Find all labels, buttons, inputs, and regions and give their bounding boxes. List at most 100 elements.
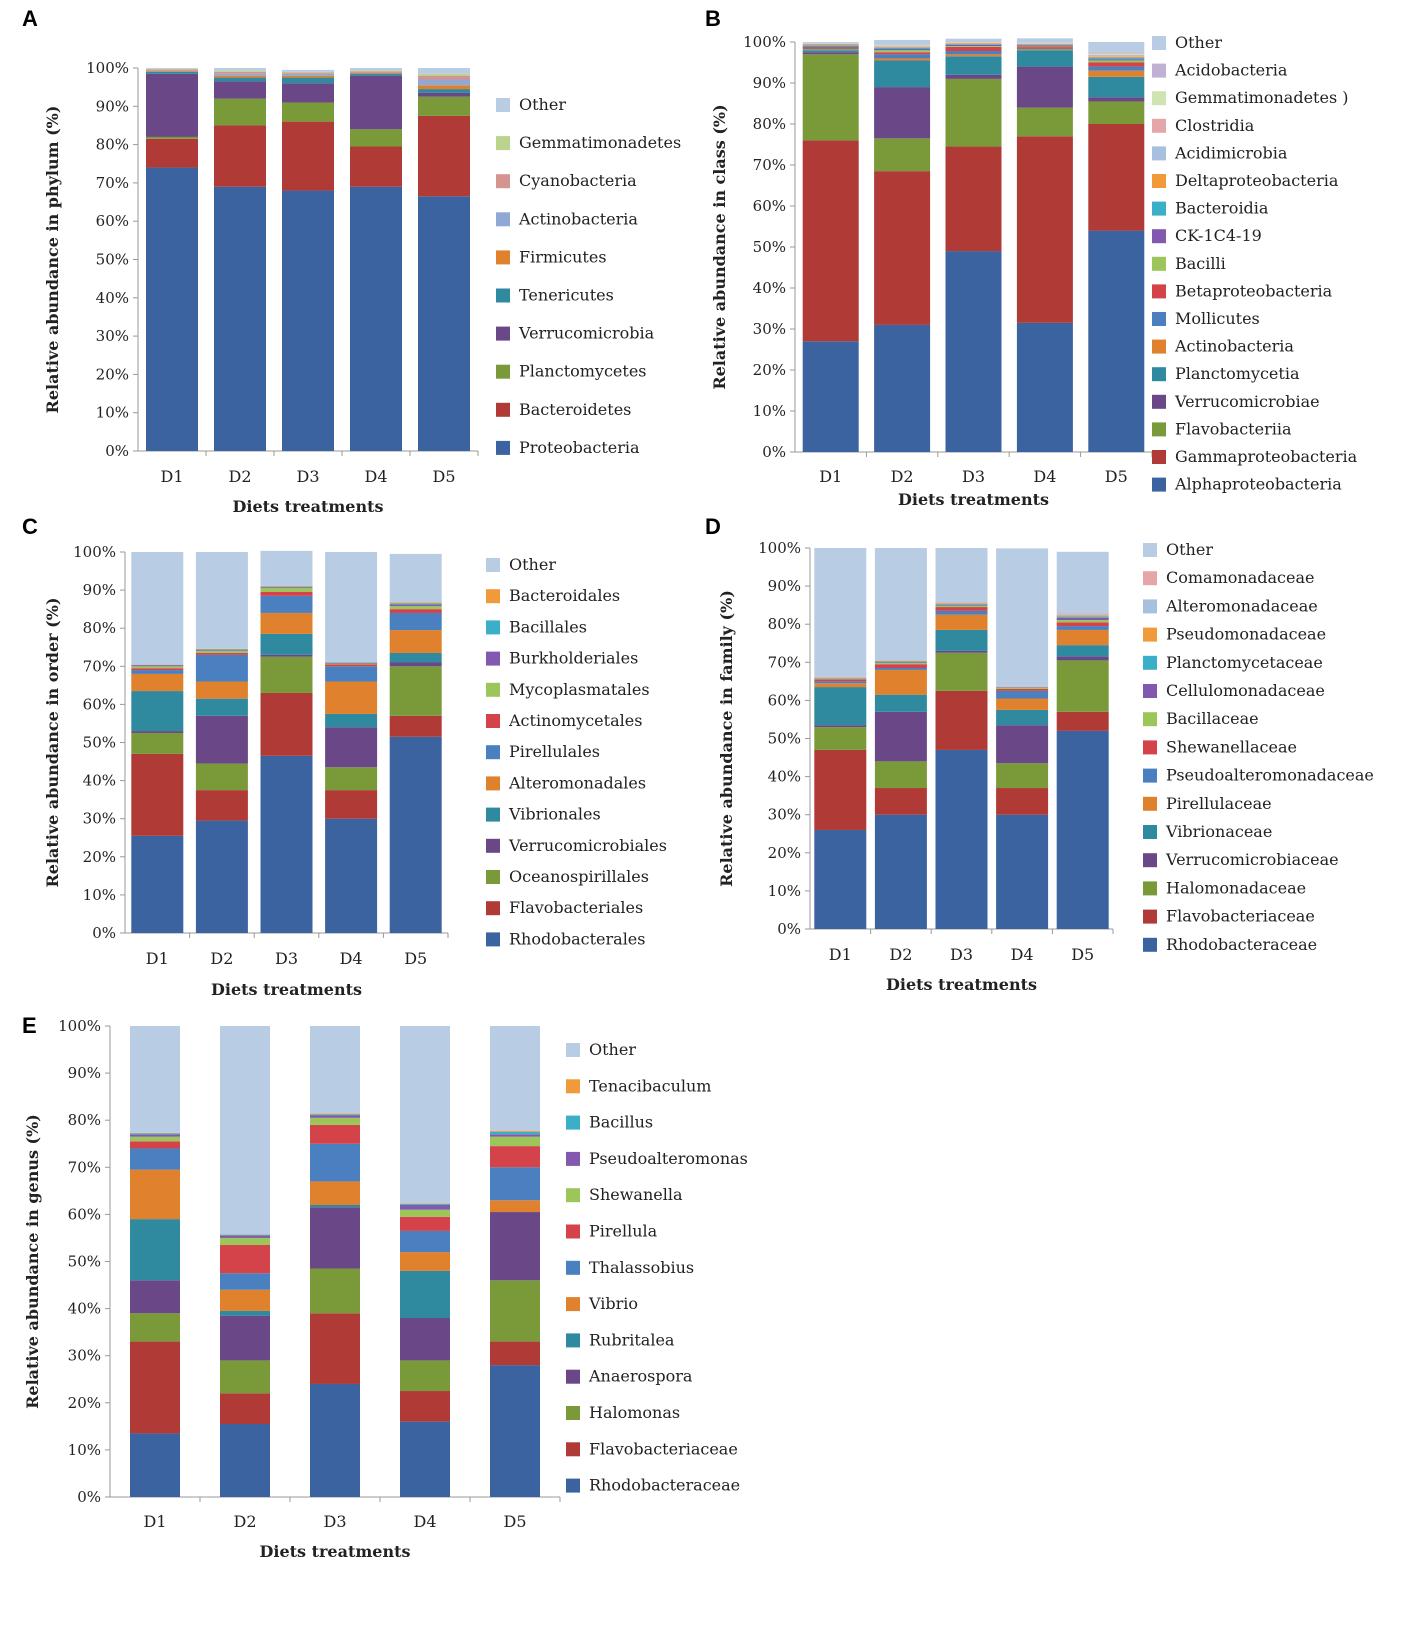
legend-swatch — [1152, 63, 1166, 78]
x-category-label: D5 — [1071, 945, 1094, 964]
bar-segment-halomonadaceae — [874, 761, 927, 789]
legend-swatch — [566, 1369, 580, 1384]
bar-segment-vibrionales — [131, 691, 184, 732]
legend-label: Alphaproteobacteria — [1174, 475, 1342, 494]
bar-segment-verrucomicrobiae — [1016, 66, 1073, 108]
bar-segment-cellulomonadaceae — [935, 604, 988, 606]
legend-swatch — [1143, 881, 1157, 896]
bar-segment-other — [220, 1026, 270, 1235]
legend-label: Firmicutes — [519, 247, 607, 266]
y-tick-label: 30% — [96, 327, 129, 345]
bar-segment-actinobacteria — [350, 71, 402, 73]
bar-segment-firmicutes — [146, 70, 198, 72]
legend-label: Verrucomicrobia — [518, 324, 655, 343]
bar-segment-anaerospora — [400, 1318, 450, 1361]
bar-segment-alphaproteobacteria — [1016, 322, 1073, 452]
legend-label: Alteromonadaceae — [1165, 596, 1318, 615]
bar-stack-d2 — [214, 68, 266, 452]
bar-segment-actinobacteria — [418, 79, 470, 86]
bar-segment-flavobacteriia — [1088, 101, 1145, 124]
bar-segment-planctomycetes — [282, 102, 334, 122]
y-tick-label: 90% — [83, 581, 116, 599]
bar-segment-verrucomicrobiaceae — [814, 725, 867, 728]
y-tick-label: 80% — [68, 1111, 101, 1129]
y-tick-label: 100% — [86, 59, 129, 77]
bar-segment-verrucomicrobiaceae — [935, 650, 988, 653]
legend-swatch — [1143, 853, 1157, 868]
legend-swatch — [496, 326, 510, 341]
bar-segment-cyanobacteria — [418, 75, 470, 80]
bar-segment-bacteroidetes — [350, 146, 402, 187]
x-category-label: D3 — [962, 467, 985, 486]
bar-stack-d5 — [1088, 42, 1145, 452]
bar-segment-vibrio — [400, 1252, 450, 1271]
x-category-label: D2 — [210, 949, 233, 968]
panel-e-genus-chart: E 0% 10% 20% 30% 40% 50% 60% 70% 80% 90% 100% D1 D2 D3… — [22, 1013, 748, 1561]
bar-stack-d1 — [131, 552, 184, 933]
x-category-label: D1 — [146, 949, 169, 968]
legend-swatch — [566, 1333, 580, 1348]
y-tick-label: 80% — [753, 115, 786, 133]
bar-segment-verrucomicrobiae — [1088, 97, 1145, 102]
bar-stack-d3 — [282, 69, 334, 451]
bar-segment-shewanellaceae — [874, 664, 927, 669]
bar-segment-flavobacteriaceae — [490, 1341, 540, 1366]
bar-segment-anaerospora — [130, 1280, 180, 1314]
y-tick-label: 20% — [753, 361, 786, 379]
legend-label: Flavobacteriales — [509, 898, 643, 917]
bar-segment-flavobacteriales — [260, 692, 313, 756]
legend-label: Other — [509, 555, 556, 574]
legend-label: Clostridia — [1175, 116, 1255, 135]
bar-segment-other — [874, 39, 931, 45]
bar-segment-rhodobacteraceae — [935, 749, 988, 929]
legend-swatch — [496, 136, 510, 151]
bar-segment-tenacibaculum — [490, 1131, 540, 1132]
y-tick-label: 40% — [753, 279, 786, 297]
bar-segment-burkholderiales — [389, 604, 442, 607]
bar-segment-verrucomicrobiae — [874, 87, 931, 139]
bar-segment-rhodobacterales — [325, 818, 378, 933]
y-tick-label: 0% — [77, 1488, 101, 1506]
bar-segment-flavobacteriaceae — [935, 690, 988, 750]
y-tick-label: 30% — [753, 320, 786, 338]
x-category-label: D1 — [143, 1512, 166, 1531]
bar-segment-actinomycetales — [325, 664, 378, 667]
bar-segment-ck-1c4-19 — [874, 48, 931, 51]
legend-swatch — [1143, 937, 1157, 952]
y-tick-label: 20% — [83, 848, 116, 866]
bar-segment-vibrionaceae — [1056, 645, 1109, 657]
bar-segment-gemmatimonadetes — [350, 70, 402, 72]
bar-segment-other — [146, 68, 198, 69]
bar-segment-rhodobacteraceae — [220, 1423, 270, 1497]
bar-segment-flavobacteriaceae — [400, 1391, 450, 1422]
bar-segment-actinobacteria — [146, 69, 198, 71]
bar-segment-other — [935, 548, 988, 603]
bar-segment-actinobacteria — [214, 73, 266, 76]
bar-segment-oceanospirillales — [389, 666, 442, 716]
bar-segment-bacilli — [802, 45, 859, 47]
bar-segment-pirellulales — [389, 612, 442, 631]
bar-segment-rhodobacteraceae — [996, 814, 1049, 929]
legend-label: Actinobacteria — [1174, 337, 1294, 356]
legend-swatch — [486, 682, 500, 697]
bar-segment-bacillus — [400, 1204, 450, 1205]
bar-stack-d5 — [490, 1026, 540, 1497]
bar-segment-other — [214, 68, 266, 71]
bar-segment-vibrio — [220, 1289, 270, 1311]
legend-label: Shewanella — [589, 1185, 683, 1204]
bar-segment-deltaproteobacteria — [874, 46, 931, 48]
bar-segment-betaproteobacteria — [1088, 62, 1145, 67]
bar-segment-vibrio — [130, 1169, 180, 1220]
bar-segment-bacillales — [260, 586, 313, 588]
bar-stack-d3 — [260, 550, 313, 933]
x-category-label: D2 — [233, 1512, 256, 1531]
legend-label: Tenericutes — [519, 286, 614, 305]
bar-segment-verrucomicrobiae — [945, 74, 1002, 79]
y-tick-label: 60% — [768, 691, 801, 709]
x-axis-title: Diets treatments — [233, 497, 384, 516]
legend-label: Other — [1175, 33, 1222, 52]
bar-segment-actinobacteria — [282, 73, 334, 76]
y-tick-label: 100% — [758, 539, 801, 557]
bar-segment-gammaproteobacteria — [1088, 124, 1145, 231]
bar-segment-other — [996, 548, 1049, 686]
